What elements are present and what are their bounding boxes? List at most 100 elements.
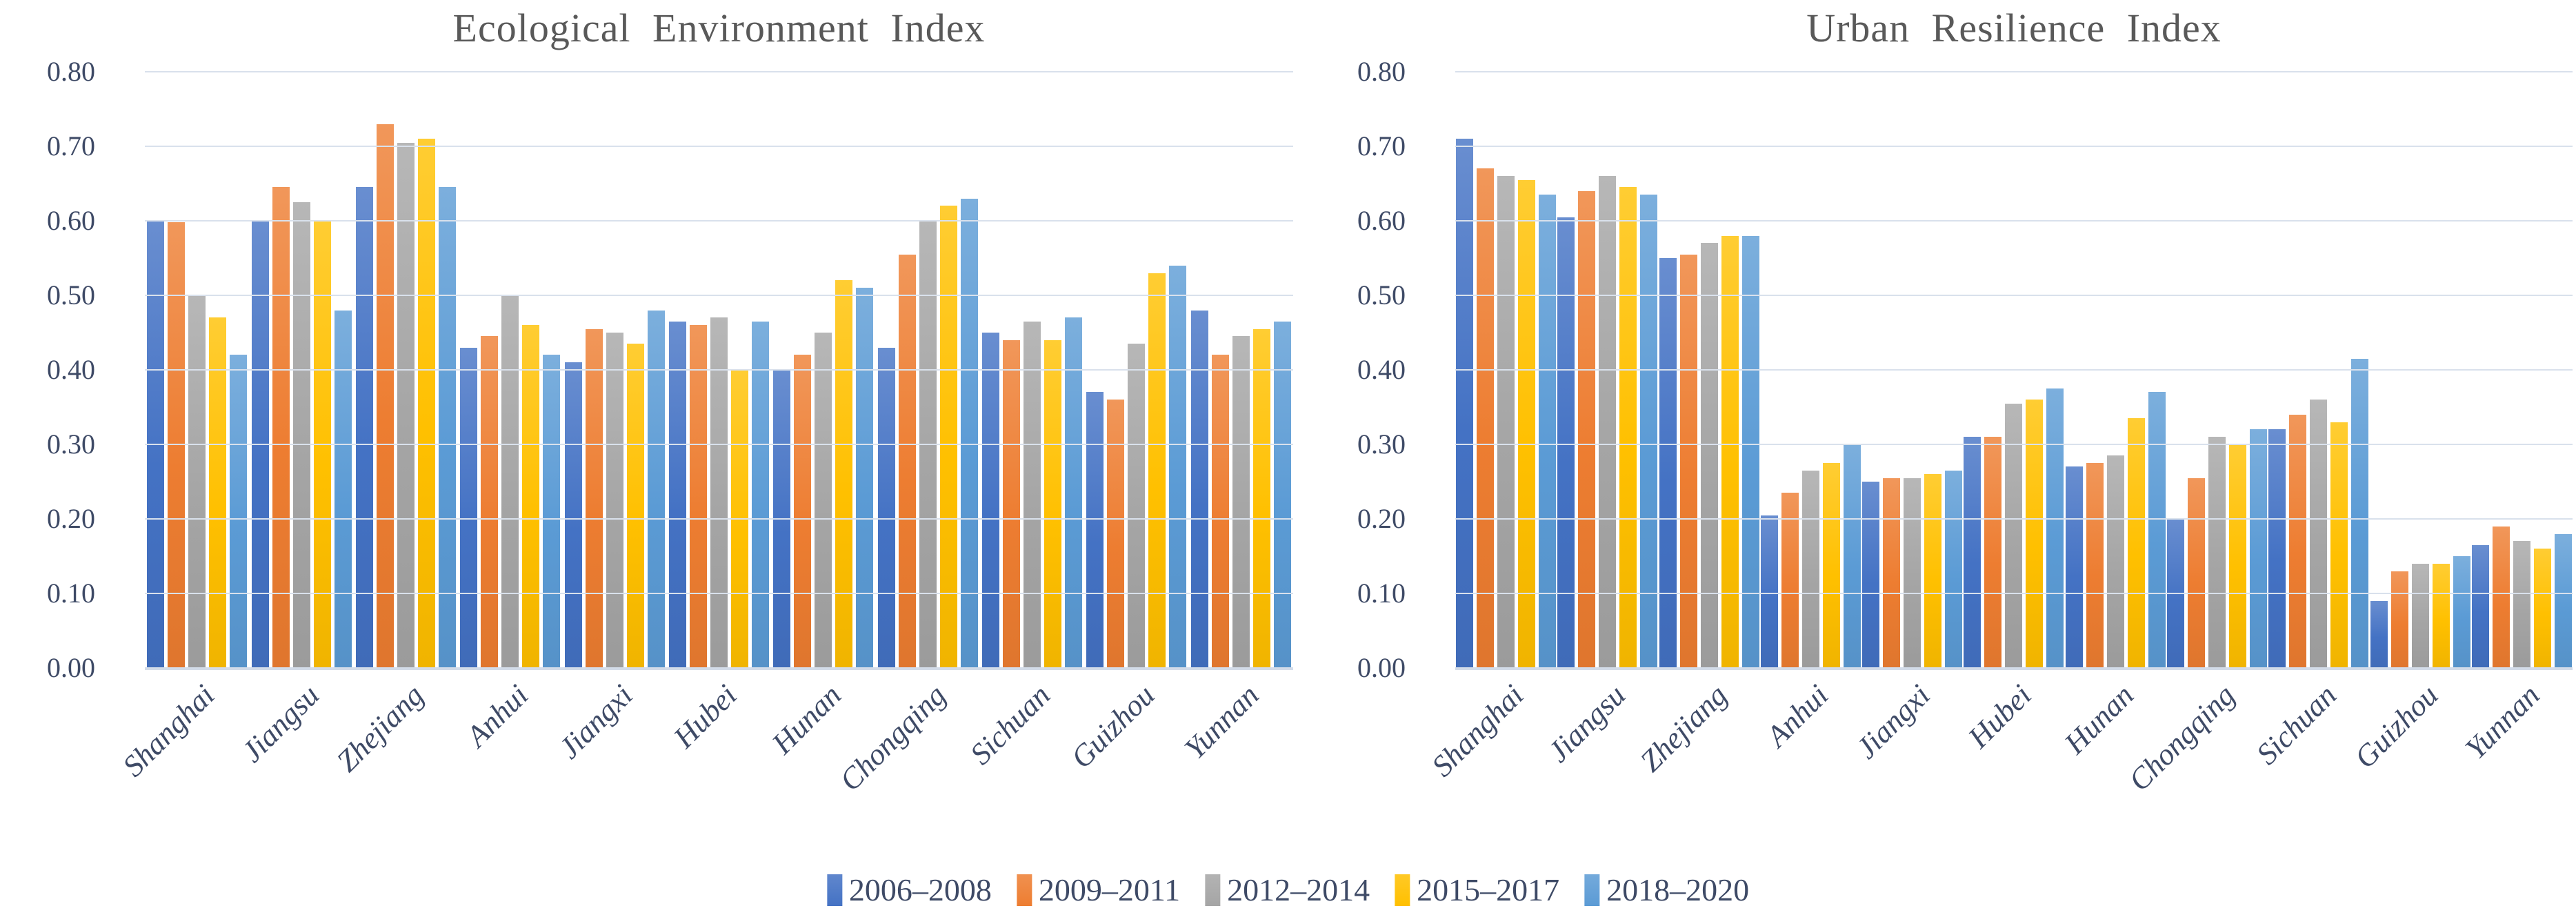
y-tick-label: 0.40	[1357, 354, 1406, 385]
x-axis-labels: Shanghai Jiangsu Zhejiang Anhui Jiangxi Hubei…	[1426, 668, 2573, 847]
bar-anhui-2015–2017	[522, 325, 540, 668]
x-axis-label-chongqing: Chongqing	[832, 678, 952, 798]
bar-zhejiang-2015–2017	[417, 139, 435, 668]
bar-zhejiang-2006–2008	[1659, 258, 1677, 668]
x-axis-label-anhui: Anhui	[459, 678, 535, 754]
bar-zhejiang-2012–2014	[397, 142, 415, 668]
y-tick-label: 0.10	[47, 578, 95, 609]
legend-item-2018–2020: 2018–2020	[1584, 872, 1749, 908]
bar-guizhou-2018–2020	[2453, 556, 2470, 668]
y-tick-label: 0.50	[47, 279, 95, 311]
bar-hubei-2012–2014	[710, 317, 728, 668]
bar-shanghai-2012–2014	[188, 295, 206, 668]
y-tick-label: 0.70	[47, 130, 95, 161]
gridline	[145, 220, 1293, 222]
bar-hubei-2006–2008	[1964, 437, 1981, 668]
gridline	[1455, 71, 2573, 72]
bar-anhui-2018–2020	[1843, 444, 1861, 668]
urban-resilience-chart: Urban Resilience Index 0.80 0.70 0.60 0.50 0…	[1324, 6, 2573, 861]
bar-jiangxi-2006–2008	[1862, 482, 1880, 668]
legend-item-2012–2014: 2012–2014	[1205, 872, 1370, 908]
bar-hubei-2006–2008	[668, 321, 686, 668]
bar-anhui-2015–2017	[1822, 463, 1840, 668]
bar-sichuan-2009–2011	[1003, 340, 1021, 668]
x-axis-label-anhui: Anhui	[1759, 678, 1835, 754]
bar-yunnan-2015–2017	[1252, 328, 1270, 668]
bar-shanghai-2018–2020	[230, 355, 248, 668]
bar-jiangsu-2012–2014	[292, 202, 310, 668]
bar-jiangxi-2015–2017	[1924, 474, 1942, 668]
bar-groups	[1455, 72, 2573, 668]
chart-title: Urban Resilience Index	[1806, 6, 2221, 50]
bar-sichuan-2009–2011	[2289, 414, 2307, 668]
bar-group-guizhou	[2369, 72, 2470, 668]
ecological-environment-chart: Ecological Environment Index 0.80 0.70 0.6…	[14, 6, 1293, 861]
legend: 2006–2008 2009–2011 2012–2014 2015–2017 2018…	[826, 872, 1749, 908]
bar-anhui-2018–2020	[543, 355, 561, 668]
bar-sichuan-2018–2020	[1065, 317, 1083, 668]
bar-shanghai-2006–2008	[1456, 139, 1474, 668]
bar-hunan-2018–2020	[2148, 392, 2166, 668]
x-axis-label-jiangxi: Jiangxi	[552, 678, 639, 765]
bar-jiangsu-2018–2020	[1640, 195, 1658, 668]
bar-group-sichuan	[980, 72, 1084, 668]
bar-jiangxi-2009–2011	[585, 328, 603, 668]
x-axis-label-jiangxi: Jiangxi	[1849, 678, 1937, 765]
gridline	[145, 146, 1293, 147]
bar-hubei-2018–2020	[751, 321, 769, 668]
legend-label: 2018–2020	[1606, 872, 1750, 907]
y-tick-label: 0.30	[47, 429, 95, 460]
x-axis-label-hunan: Hunan	[2057, 678, 2140, 761]
bar-yunnan-2009–2011	[2492, 526, 2510, 668]
x-axis-label-guizhou: Guizhou	[1064, 678, 1161, 775]
bar-zhejiang-2006–2008	[355, 187, 373, 668]
bar-sichuan-2006–2008	[2268, 429, 2286, 668]
bar-group-hubei	[667, 72, 771, 668]
bar-anhui-2006–2008	[1760, 515, 1778, 668]
x-axis-label-chongqing: Chongqing	[2121, 678, 2241, 798]
bar-chongqing-2015–2017	[939, 206, 957, 668]
bar-shanghai-2018–2020	[1539, 195, 1557, 668]
bar-group-yunnan	[1189, 72, 1293, 668]
plot-region: 0.80 0.70 0.60 0.50 0.40 0.30 0.20 0.10 0.00	[14, 57, 1293, 683]
bar-chongqing-2006–2008	[877, 347, 895, 668]
bar-guizhou-2012–2014	[1128, 344, 1146, 668]
bar-jiangxi-2015–2017	[626, 344, 644, 668]
y-tick-label: 0.10	[1357, 578, 1406, 609]
bar-group-hubei	[1963, 72, 2064, 668]
bar-chongqing-2018–2020	[960, 198, 978, 668]
x-axis-label-yunnan: Yunnan	[2458, 678, 2546, 766]
y-tick-label: 0.80	[47, 56, 95, 87]
bar-hunan-2009–2011	[794, 355, 812, 668]
legend-swatch-icon	[1395, 874, 1410, 906]
bar-sichuan-2015–2017	[1044, 340, 1062, 668]
legend-label: 2006–2008	[848, 872, 992, 907]
bar-sichuan-2012–2014	[1024, 321, 1041, 668]
plot-region: 0.80 0.70 0.60 0.50 0.40 0.30 0.20 0.10 0.00	[1324, 57, 2573, 683]
y-tick-label: 0.50	[1357, 279, 1406, 311]
y-axis: 0.80 0.70 0.60 0.50 0.40 0.30 0.20 0.10 0.00	[14, 57, 145, 683]
y-axis: 0.80 0.70 0.60 0.50 0.40 0.30 0.20 0.10 0.00	[1324, 57, 1455, 683]
bar-chongqing-2018–2020	[2249, 429, 2267, 668]
gridline	[145, 518, 1293, 520]
bar-yunnan-2009–2011	[1211, 355, 1229, 668]
x-axis-label-jiangsu: Jiangsu	[234, 678, 326, 769]
gridline	[1455, 295, 2573, 296]
bar-group-jiangxi	[1861, 72, 1963, 668]
gridline	[145, 593, 1293, 594]
bar-groups	[145, 72, 1293, 668]
bar-group-shanghai	[145, 72, 249, 668]
bar-anhui-2009–2011	[481, 336, 499, 668]
x-axis-labels: Shanghai Jiangsu Zhejiang Anhui Jiangxi Hubei…	[117, 668, 1293, 847]
bar-hubei-2012–2014	[2005, 403, 2023, 668]
bar-shanghai-2009–2011	[168, 222, 186, 668]
legend-label: 2012–2014	[1227, 872, 1370, 907]
bar-guizhou-2009–2011	[2390, 571, 2408, 668]
bar-chongqing-2015–2017	[2228, 444, 2246, 668]
bar-yunnan-2015–2017	[2533, 549, 2551, 668]
y-tick-label: 0.40	[47, 354, 95, 385]
bar-jiangxi-2018–2020	[647, 310, 665, 668]
gridline	[1455, 220, 2573, 222]
bar-yunnan-2012–2014	[2513, 541, 2530, 668]
x-axis-label-guizhou: Guizhou	[2348, 678, 2445, 775]
